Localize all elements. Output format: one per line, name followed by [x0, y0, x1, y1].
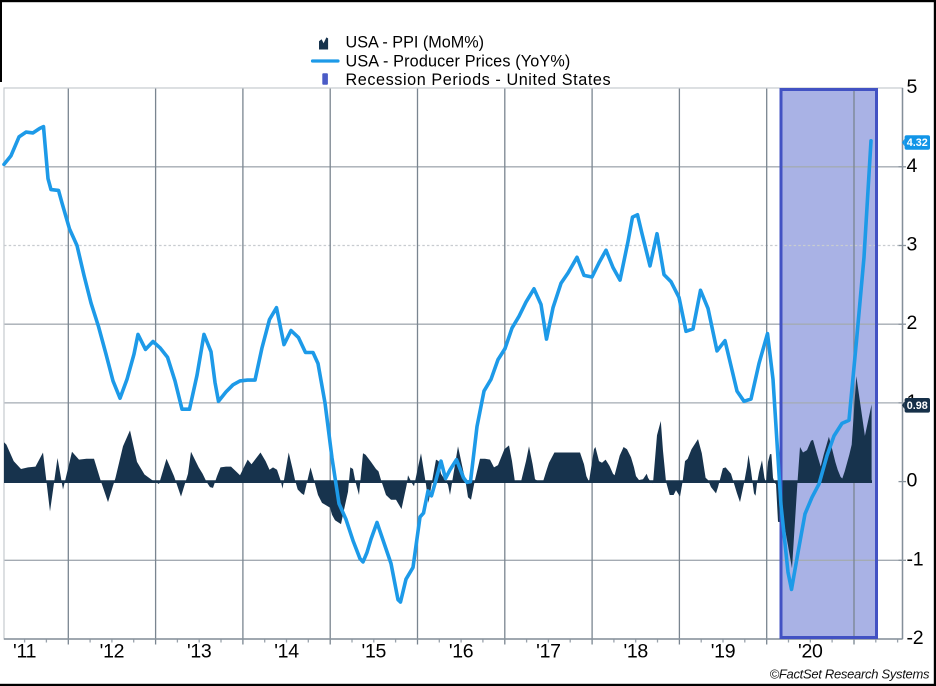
svg-text:©FactSet Research Systems: ©FactSet Research Systems	[770, 667, 930, 682]
svg-text:0: 0	[907, 470, 918, 492]
svg-text:'16: '16	[449, 641, 474, 663]
svg-text:'20: '20	[798, 641, 823, 663]
svg-text:'14: '14	[274, 641, 299, 663]
svg-text:4.32: 4.32	[907, 137, 928, 149]
svg-text:-1: -1	[907, 548, 924, 570]
svg-text:USA - PPI (MoM%): USA - PPI (MoM%)	[346, 34, 485, 52]
svg-text:5: 5	[907, 76, 918, 98]
svg-text:-2: -2	[907, 627, 924, 649]
svg-text:2: 2	[907, 312, 918, 334]
svg-text:4: 4	[907, 155, 918, 177]
svg-text:'13: '13	[187, 641, 212, 663]
svg-text:'18: '18	[623, 641, 648, 663]
svg-text:'11: '11	[13, 641, 36, 663]
svg-text:'12: '12	[100, 641, 125, 663]
svg-text:'19: '19	[711, 641, 736, 663]
svg-text:'17: '17	[536, 641, 561, 663]
svg-text:'15: '15	[362, 641, 387, 663]
svg-text:0.98: 0.98	[907, 400, 928, 412]
svg-text:Recession Periods - United Sta: Recession Periods - United States	[346, 71, 612, 89]
svg-text:3: 3	[907, 234, 918, 256]
svg-text:USA - Producer Prices (YoY%): USA - Producer Prices (YoY%)	[346, 52, 571, 70]
